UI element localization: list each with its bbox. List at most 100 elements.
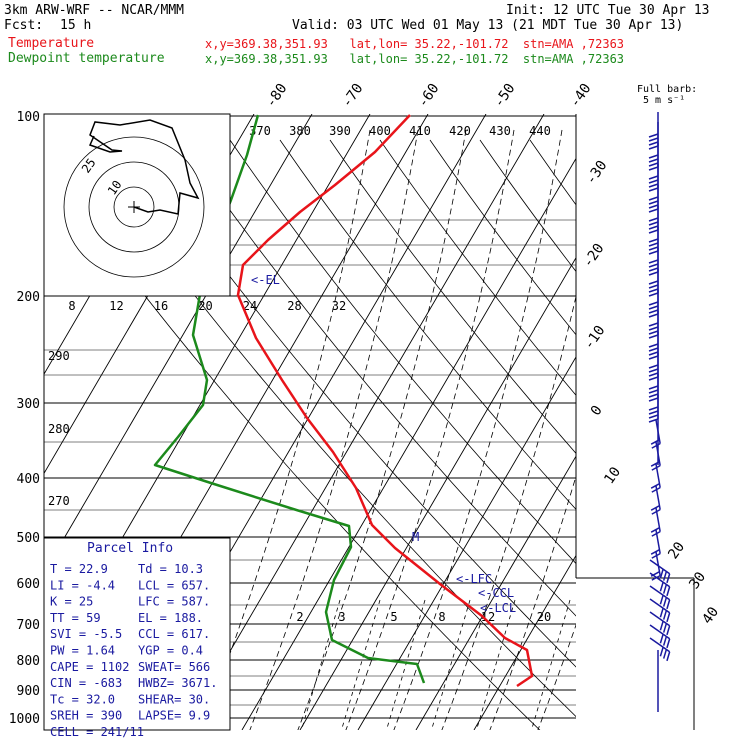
level-marker: <-LCL — [480, 601, 516, 615]
moist-adiabat-line — [297, 129, 467, 730]
parcel-info-value: LAPSE= 9.9 — [138, 709, 210, 723]
parcel-info-value: LFC = 587. — [138, 595, 210, 609]
temperature-location: x,y=369.38,351.93 lat,lon= 35.22,-101.72… — [205, 37, 625, 51]
level-marker: <-LFC — [456, 572, 492, 586]
wind-speed-label: 24 — [243, 299, 257, 313]
pressure-label: 700 — [17, 618, 40, 633]
wind-barb — [649, 624, 671, 649]
hodograph-ring-label: 10 — [105, 178, 125, 198]
isotherm-label: 20 — [665, 539, 688, 562]
parcel-info-value: T = 22.9 — [50, 562, 108, 576]
isotherm-label: -70 — [339, 81, 367, 111]
wind-barb — [649, 598, 671, 623]
isotherm-line — [0, 114, 22, 730]
parcel-info-title: Parcel Info — [87, 541, 173, 556]
isotherm-label: 0 — [588, 403, 606, 419]
parcel-info-value: Td = 10.3 — [138, 562, 203, 576]
wind-barb — [648, 122, 659, 150]
parcel-info-value: EL = 188. — [138, 611, 203, 625]
wind-speed-label: 20 — [198, 299, 212, 313]
valid-time: Valid: 03 UTC Wed 01 May 13 (21 MDT Tue … — [292, 18, 684, 33]
moist-adiabat-line — [249, 129, 419, 730]
parcel-info-value: SREH = 390 — [50, 709, 122, 723]
hodograph-ring — [113, 186, 155, 228]
mixing-ratio-label: 8 — [438, 610, 445, 624]
wind-speed-label: 28 — [287, 299, 301, 313]
parcel-info-value: HWBZ= 3671. — [138, 676, 217, 690]
parcel-info-value: SWEAT= 566 — [138, 660, 210, 674]
height-label: 280 — [48, 422, 70, 436]
forecast-label: Fcst: — [4, 18, 44, 33]
isotherm-label: -20 — [580, 241, 608, 271]
mixing-ratio-label: 12 — [481, 610, 495, 624]
hodograph-ring — [63, 136, 205, 278]
parcel-info-value: CELL = 241/11 — [50, 725, 144, 739]
isotherm-label: 40 — [699, 604, 722, 627]
isotherm-line — [183, 114, 545, 730]
potential-temp-label: 440 — [529, 124, 551, 138]
isotherm-line — [473, 554, 576, 730]
dry-adiabat-line — [429, 139, 576, 336]
dewpoint-location: x,y=369.38,351.93 lat,lon= 35.22,-101.72… — [205, 52, 625, 66]
wind-barb — [649, 572, 671, 597]
parcel-info-value: Tc = 32.0 — [50, 692, 115, 706]
hodograph-ring-label: 25 — [79, 156, 99, 176]
isotherm-line — [241, 157, 576, 730]
isotherm-label: -50 — [491, 81, 519, 111]
parcel-info-value: LI = -4.4 — [50, 578, 115, 592]
parcel-info-value: YGP = 0.4 — [138, 644, 203, 658]
dry-adiabat-line — [479, 139, 576, 273]
legend-title: Full barb: — [637, 84, 697, 95]
isotherm-label: 30 — [686, 569, 709, 592]
dry-adiabat-line — [279, 139, 576, 510]
parcel-info-value: SHEAR= 30. — [138, 692, 210, 706]
potential-temp-label: 420 — [449, 124, 471, 138]
level-marker: <-CCL — [478, 586, 514, 600]
isotherm-label: 10 — [601, 464, 624, 487]
pressure-label: 400 — [17, 472, 40, 487]
wind-barb — [649, 585, 671, 610]
wind-speed-label: 32 — [332, 299, 346, 313]
parcel-info-value: CCL = 617. — [138, 627, 210, 641]
isotherm-label: -60 — [415, 81, 443, 111]
dry-adiabat-line — [529, 139, 576, 206]
isotherm-line — [44, 114, 313, 574]
dry-adiabat-line — [179, 139, 576, 617]
pressure-label: 300 — [17, 397, 40, 412]
temperature-line — [236, 114, 534, 688]
pressure-label: 900 — [17, 684, 40, 699]
parcel-info-value: PW = 1.64 — [50, 644, 115, 658]
parcel-info-value: CIN = -683 — [50, 676, 122, 690]
mixing-ratio-label: 20 — [537, 610, 551, 624]
isotherm-label: -10 — [581, 323, 609, 353]
parcel-info-value: LCL = 657. — [138, 578, 210, 592]
wind-speed-label: 16 — [154, 299, 168, 313]
potential-temp-label: 400 — [369, 124, 391, 138]
wind-barb — [649, 637, 671, 662]
mixing-ratio-label: 2 — [296, 610, 303, 624]
parcel-info-box — [43, 537, 231, 731]
parcel-info-value: SVI = -5.5 — [50, 627, 122, 641]
height-label: 270 — [48, 494, 70, 508]
pressure-label: 600 — [17, 577, 40, 592]
forecast-hour: 15 h — [60, 18, 92, 33]
potential-temp-label: 390 — [329, 124, 351, 138]
isotherm-label: -40 — [567, 81, 595, 111]
isotherm-line — [299, 256, 576, 730]
header: 3km ARW-WRF -- NCAR/MMM Init: 12 UTC Tue… — [0, 0, 740, 67]
pressure-label: 1000 — [9, 712, 40, 727]
init-time: Init: 12 UTC Tue 30 Apr 13 — [506, 3, 710, 18]
parcel-info-value: K = 25 — [50, 595, 93, 609]
isotherm-line — [415, 455, 576, 730]
dewpoint-label: Dewpoint temperature — [8, 51, 165, 66]
model-title: 3km ARW-WRF -- NCAR/MMM — [4, 3, 185, 18]
parcel-info-value: CAPE = 1102 — [50, 660, 129, 674]
hodograph-trace — [88, 119, 200, 215]
moist-adiabat-line — [537, 623, 576, 730]
hodograph-box — [43, 113, 231, 297]
height-label: 290 — [48, 349, 70, 363]
isotherm-line — [357, 356, 576, 730]
pressure-label: 200 — [17, 290, 40, 305]
pressure-label: 500 — [17, 531, 40, 546]
